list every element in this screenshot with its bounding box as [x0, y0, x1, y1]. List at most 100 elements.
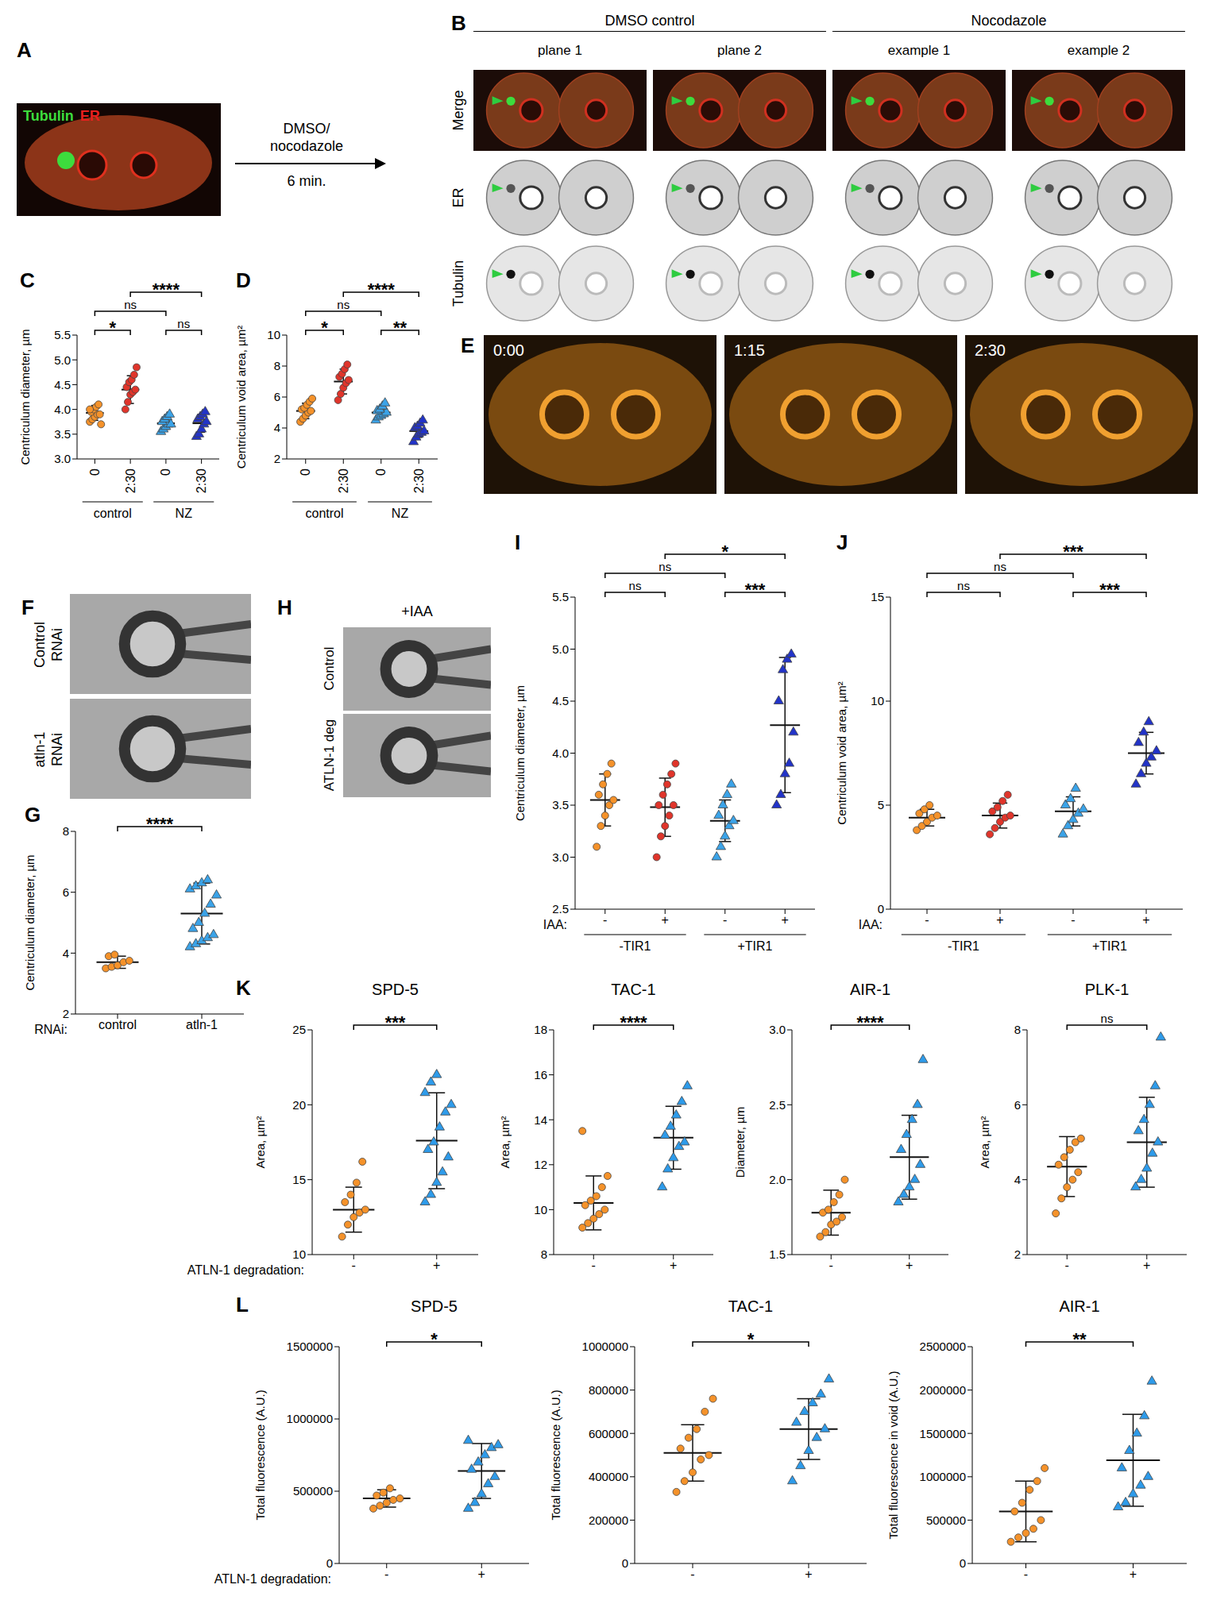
- svg-text:0: 0: [326, 1556, 333, 1571]
- svg-text:G: G: [24, 803, 41, 827]
- svg-text:NZ: NZ: [391, 506, 410, 521]
- svg-text:400000: 400000: [588, 1470, 629, 1484]
- svg-text:ns: ns: [177, 316, 190, 331]
- svg-text:D: D: [235, 268, 252, 293]
- svg-text:ATLN-1 degradation:: ATLN-1 degradation:: [214, 1572, 332, 1587]
- svg-text:*: *: [430, 1329, 438, 1350]
- svg-text:K: K: [235, 976, 252, 1001]
- svg-text:+: +: [996, 913, 1004, 927]
- svg-text:****: ****: [367, 279, 396, 300]
- svg-text:2:30: 2:30: [412, 468, 426, 494]
- svg-text:ns: ns: [123, 297, 137, 312]
- svg-text:800000: 800000: [588, 1383, 629, 1398]
- svg-text:ns: ns: [993, 560, 1007, 574]
- svg-text:15: 15: [292, 1173, 306, 1187]
- svg-text:3.0: 3.0: [54, 451, 71, 466]
- svg-text:ATLN-1 degradation:: ATLN-1 degradation:: [187, 1263, 305, 1278]
- svg-text:4: 4: [62, 946, 70, 961]
- svg-text:atln-1: atln-1: [31, 731, 48, 768]
- svg-text:Control: Control: [31, 621, 48, 669]
- svg-text:3.0: 3.0: [552, 850, 569, 865]
- svg-text:4.5: 4.5: [54, 378, 71, 392]
- svg-text:TAC-1: TAC-1: [728, 1297, 773, 1316]
- svg-text:ATLN-1 deg: ATLN-1 deg: [321, 719, 337, 792]
- svg-text:1.5: 1.5: [768, 1247, 786, 1262]
- svg-text:-: -: [690, 1568, 695, 1582]
- svg-text:2.5: 2.5: [768, 1098, 786, 1113]
- svg-text:2500000: 2500000: [919, 1340, 966, 1354]
- svg-text:-: -: [384, 1568, 389, 1582]
- svg-text:6: 6: [1014, 1098, 1021, 1113]
- svg-text:*: *: [747, 1329, 755, 1350]
- svg-text:Area, µm²: Area, µm²: [253, 1116, 267, 1169]
- svg-text:+: +: [1142, 913, 1150, 927]
- svg-text:1:15: 1:15: [733, 341, 765, 360]
- svg-text:0: 0: [621, 1556, 629, 1571]
- svg-text:Area, µm²: Area, µm²: [498, 1116, 512, 1169]
- svg-text:4.5: 4.5: [552, 694, 569, 708]
- svg-text:8: 8: [540, 1247, 548, 1262]
- svg-text:****: ****: [619, 1012, 648, 1033]
- svg-text:-: -: [602, 913, 607, 927]
- svg-text:2:30: 2:30: [974, 341, 1006, 360]
- svg-text:0: 0: [877, 902, 885, 916]
- svg-text:2000000: 2000000: [919, 1383, 966, 1398]
- svg-text:200000: 200000: [588, 1513, 629, 1528]
- svg-text:control: control: [98, 1018, 137, 1032]
- svg-text:2.5: 2.5: [552, 902, 569, 916]
- svg-text:***: ***: [1099, 579, 1121, 600]
- svg-text:Centriculum diameter, µm: Centriculum diameter, µm: [513, 685, 527, 822]
- svg-text:****: ****: [152, 279, 181, 300]
- svg-text:ns: ns: [1100, 1011, 1114, 1026]
- svg-text:RNAi: RNAi: [49, 628, 66, 662]
- svg-text:RNAi: RNAi: [49, 733, 66, 767]
- svg-text:+: +: [781, 913, 789, 927]
- svg-text:Centriculum void area, µm²: Centriculum void area, µm²: [834, 681, 849, 825]
- svg-text:RNAi:: RNAi:: [34, 1023, 68, 1037]
- svg-text:Diameter, µm: Diameter, µm: [733, 1107, 747, 1179]
- svg-text:*: *: [108, 317, 116, 338]
- svg-text:Centriculum void area, µm²: Centriculum void area, µm²: [234, 325, 248, 469]
- svg-text:8: 8: [274, 359, 281, 373]
- svg-text:+: +: [1129, 1568, 1137, 1582]
- svg-text:Centriculum diameter, µm: Centriculum diameter, µm: [23, 854, 37, 991]
- svg-text:600000: 600000: [588, 1427, 629, 1441]
- svg-text:ns: ns: [629, 579, 642, 593]
- svg-text:TubulinER: TubulinER: [23, 108, 101, 124]
- svg-text:+: +: [669, 1259, 677, 1273]
- svg-text:-: -: [722, 913, 727, 927]
- svg-text:4.0: 4.0: [552, 746, 569, 761]
- svg-text:+TIR1: +TIR1: [1092, 939, 1128, 954]
- svg-text:control: control: [305, 506, 344, 521]
- svg-text:2:30: 2:30: [123, 468, 138, 494]
- svg-text:**: **: [393, 317, 408, 338]
- svg-text:Total fluorescence (A.U.): Total fluorescence (A.U.): [548, 1390, 563, 1521]
- svg-text:2.0: 2.0: [768, 1173, 786, 1187]
- svg-text:+: +: [1143, 1259, 1151, 1273]
- svg-text:1000000: 1000000: [286, 1412, 333, 1426]
- svg-text:5.5: 5.5: [54, 328, 71, 342]
- svg-text:+: +: [432, 1259, 441, 1273]
- svg-text:10: 10: [870, 694, 885, 708]
- svg-text:-: -: [924, 913, 929, 927]
- svg-text:C: C: [19, 268, 35, 293]
- svg-text:DMSO/: DMSO/: [282, 120, 330, 137]
- svg-text:NZ: NZ: [175, 506, 194, 521]
- svg-text:ns: ns: [336, 297, 350, 312]
- svg-text:atln-1: atln-1: [185, 1018, 218, 1032]
- svg-text:14: 14: [533, 1113, 548, 1128]
- svg-text:4.0: 4.0: [54, 402, 71, 417]
- svg-text:1000000: 1000000: [582, 1340, 629, 1354]
- svg-text:-: -: [1065, 1259, 1070, 1273]
- svg-text:control: control: [93, 506, 132, 521]
- svg-text:SPD-5: SPD-5: [410, 1297, 458, 1316]
- svg-text:12: 12: [533, 1158, 548, 1172]
- svg-text:AIR-1: AIR-1: [849, 980, 891, 999]
- svg-text:500000: 500000: [293, 1484, 333, 1499]
- svg-text:4: 4: [274, 420, 281, 435]
- svg-text:10: 10: [533, 1203, 548, 1217]
- svg-text:10: 10: [292, 1247, 306, 1262]
- svg-text:****: ****: [146, 814, 174, 835]
- svg-text:Control: Control: [321, 647, 337, 692]
- svg-text:***: ***: [385, 1012, 406, 1033]
